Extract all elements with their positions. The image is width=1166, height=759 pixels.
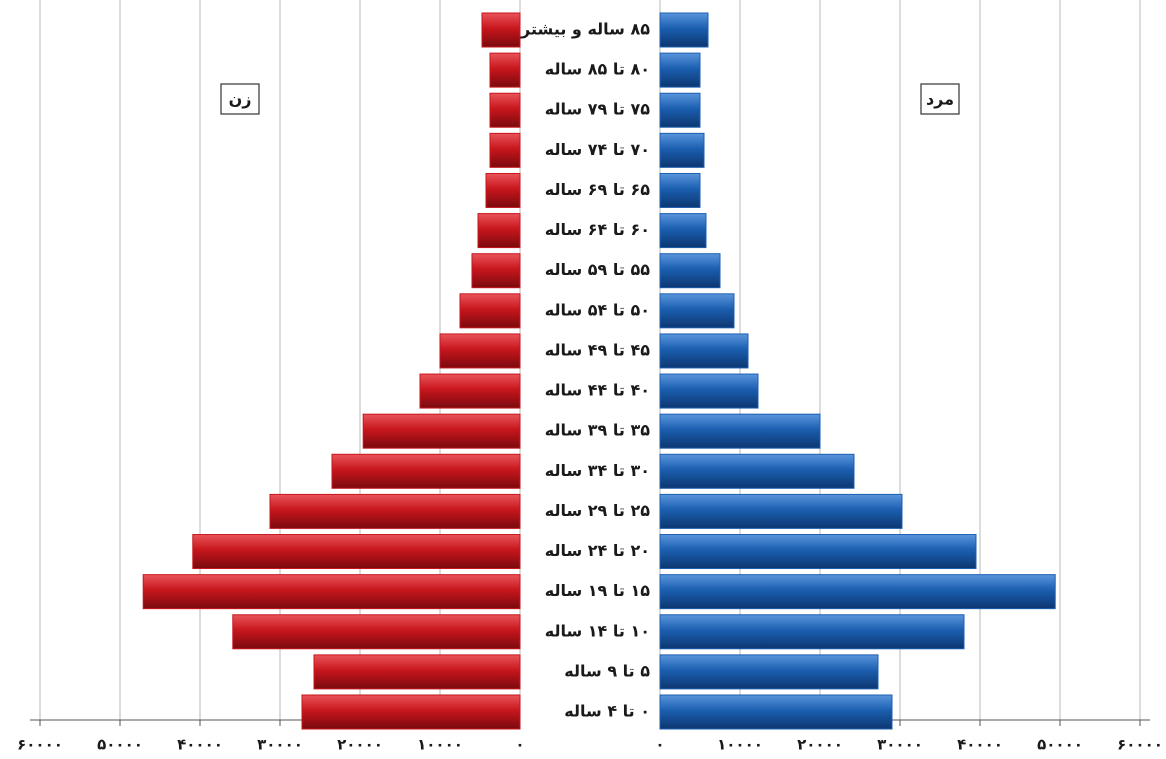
bar <box>471 253 521 289</box>
bar <box>192 534 521 570</box>
category-label: ۶۰ تا ۶۴ ساله <box>545 220 650 239</box>
legend-label: زن <box>229 90 252 109</box>
bar <box>659 574 1056 610</box>
bar <box>459 293 521 329</box>
bar <box>477 213 521 249</box>
bar <box>489 52 521 88</box>
x-tick-label: ۳۰۰۰۰ <box>257 736 303 754</box>
category-label: ۲۰ تا ۲۴ ساله <box>545 541 650 560</box>
bar <box>439 333 521 369</box>
legend-box <box>220 83 260 115</box>
bar <box>659 333 749 369</box>
x-tick-label: ۲۰۰۰۰ <box>337 736 383 754</box>
bar <box>481 12 521 48</box>
bar <box>489 92 521 128</box>
bar <box>659 373 759 409</box>
bar <box>659 132 705 168</box>
bar <box>659 413 821 449</box>
bar <box>659 493 903 529</box>
category-label: ۱۵ تا ۱۹ ساله <box>545 581 650 600</box>
bar <box>659 453 855 489</box>
bar <box>331 453 521 489</box>
category-label: ۳۵ تا ۳۹ ساله <box>545 421 650 440</box>
bar <box>142 574 521 610</box>
x-tick-label: ۶۰۰۰۰ <box>1117 736 1163 754</box>
category-label: ۳۰ تا ۳۴ ساله <box>545 461 650 480</box>
x-tick-label: ۰ <box>515 736 524 754</box>
legend-label: مرد <box>926 90 954 109</box>
x-tick-label: ۰ <box>655 736 664 754</box>
category-label: ۸۰ تا ۸۵ ساله <box>545 60 650 79</box>
bar <box>659 654 879 690</box>
x-tick-label: ۴۰۰۰۰ <box>957 736 1003 754</box>
bar <box>659 614 965 650</box>
bar <box>419 373 521 409</box>
category-label: ۴۵ تا ۴۹ ساله <box>545 340 650 359</box>
category-label: ۰ تا ۴ ساله <box>564 702 650 721</box>
bar <box>313 654 521 690</box>
category-label: ۷۵ تا ۷۹ ساله <box>545 100 650 119</box>
category-label: ۶۵ تا ۶۹ ساله <box>545 180 650 199</box>
x-tick-label: ۴۰۰۰۰ <box>177 736 223 754</box>
bar <box>485 172 521 208</box>
bar <box>659 694 893 730</box>
bar <box>232 614 521 650</box>
x-tick-label: ۵۰۰۰۰ <box>1037 736 1083 754</box>
bar <box>659 52 701 88</box>
category-label: ۴۰ تا ۴۴ ساله <box>545 381 650 400</box>
bar <box>659 534 977 570</box>
bar <box>362 413 521 449</box>
bar <box>659 172 701 208</box>
x-tick-label: ۶۰۰۰۰ <box>17 736 63 754</box>
category-label: ۵۰ تا ۵۴ ساله <box>545 300 650 319</box>
bar <box>659 293 735 329</box>
category-label: ۲۵ تا ۲۹ ساله <box>545 501 650 520</box>
bar <box>659 92 701 128</box>
x-tick-label: ۱۰۰۰۰ <box>417 736 463 754</box>
category-label: ۵ تا ۹ ساله <box>564 661 650 680</box>
category-label: ۸۵ ساله و بیشتر <box>520 20 650 39</box>
bar <box>659 213 707 249</box>
x-tick-label: ۳۰۰۰۰ <box>877 736 923 754</box>
category-label: ۷۰ تا ۷۴ ساله <box>545 140 650 159</box>
legend-box <box>920 83 960 115</box>
bar <box>301 694 521 730</box>
bar <box>659 253 721 289</box>
x-tick-label: ۲۰۰۰۰ <box>797 736 843 754</box>
category-label: ۵۵ تا ۵۹ ساله <box>545 260 650 279</box>
x-tick-label: ۵۰۰۰۰ <box>97 736 143 754</box>
category-label: ۱۰ تا ۱۴ ساله <box>545 621 650 640</box>
bar <box>489 132 521 168</box>
bar <box>659 12 709 48</box>
x-tick-label: ۱۰۰۰۰ <box>717 736 763 754</box>
bar <box>269 493 521 529</box>
